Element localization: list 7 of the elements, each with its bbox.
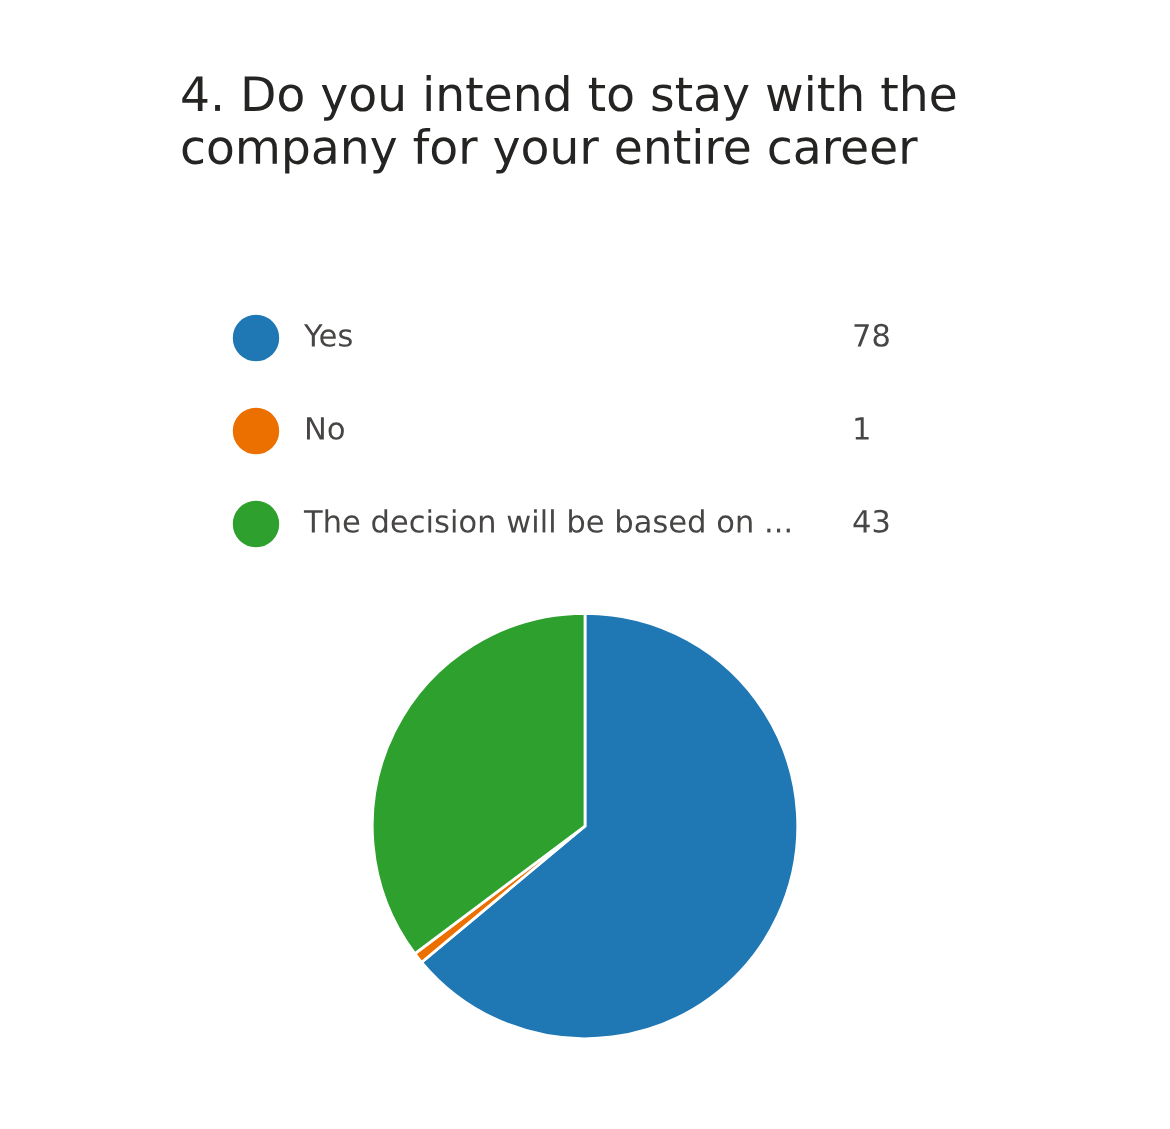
legend-label: The decision will be based on ... xyxy=(303,509,790,533)
legend-label: No xyxy=(307,417,344,440)
legend-label: Yes xyxy=(303,324,352,347)
data-label: 43 xyxy=(853,509,889,533)
chart-title: 4. Do you intend to stay with the company for your entire career xyxy=(182,75,956,174)
data-label: 78 xyxy=(854,323,889,347)
data-label: 1 xyxy=(855,417,869,440)
